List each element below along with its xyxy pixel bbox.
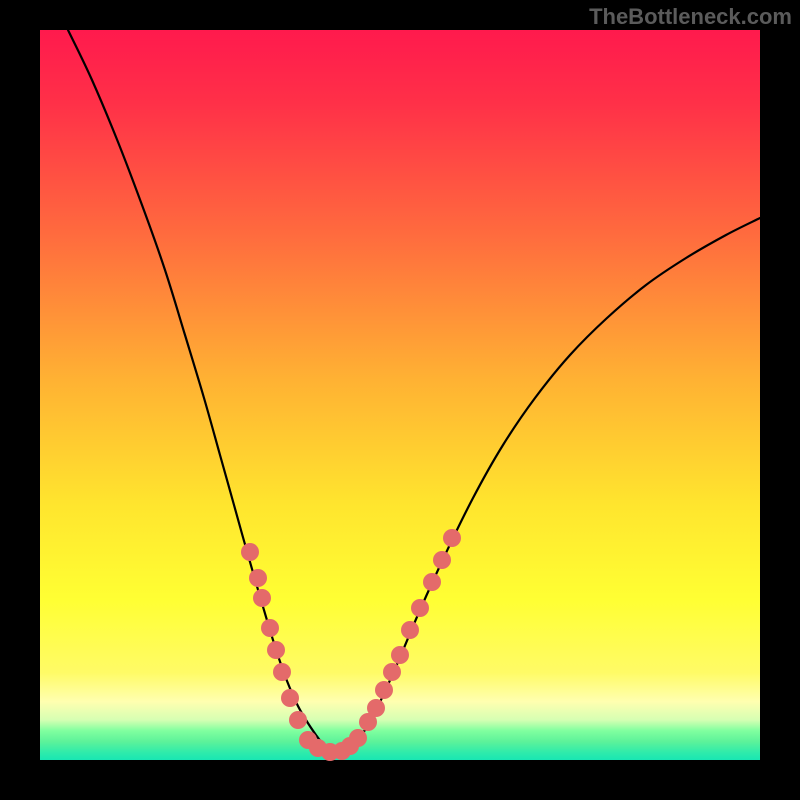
data-marker (253, 589, 271, 607)
data-marker (391, 646, 409, 664)
data-marker (375, 681, 393, 699)
data-marker (383, 663, 401, 681)
data-marker (281, 689, 299, 707)
watermark-text: TheBottleneck.com (589, 4, 792, 30)
data-marker (241, 543, 259, 561)
bottleneck-chart (0, 0, 800, 800)
data-marker (401, 621, 419, 639)
data-marker (433, 551, 451, 569)
data-marker (267, 641, 285, 659)
data-marker (443, 529, 461, 547)
data-marker (249, 569, 267, 587)
data-marker (261, 619, 279, 637)
chart-container: TheBottleneck.com (0, 0, 800, 800)
data-marker (367, 699, 385, 717)
data-marker (349, 729, 367, 747)
data-marker (411, 599, 429, 617)
data-marker (289, 711, 307, 729)
data-marker (423, 573, 441, 591)
data-marker (273, 663, 291, 681)
